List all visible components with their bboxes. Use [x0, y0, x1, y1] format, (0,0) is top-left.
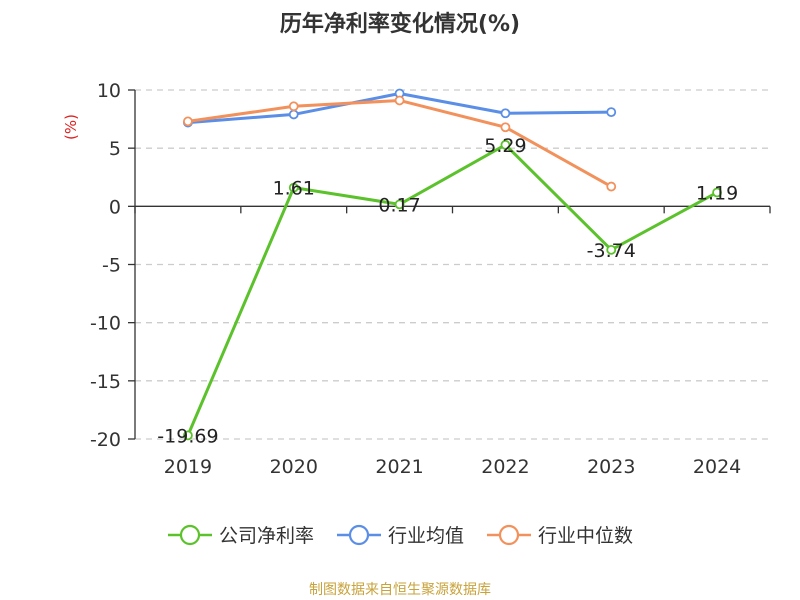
- x-tick-label: 2023: [587, 456, 635, 478]
- legend-marker-icon: [487, 524, 531, 545]
- chart-title: 历年净利率变化情况(%): [279, 12, 521, 37]
- x-tick-label: 2022: [481, 456, 529, 478]
- y-tick-label: -10: [90, 313, 121, 335]
- data-labels: -19.69 1.61 0.17 5.29 -3.74 1.19: [157, 135, 738, 448]
- data-label: 1.61: [273, 178, 315, 200]
- series-lines: [183, 88, 722, 441]
- y-tick-label: 10: [97, 80, 121, 102]
- data-point: [394, 95, 405, 106]
- x-tick-label: 2021: [375, 456, 423, 478]
- data-label: -19.69: [157, 425, 218, 447]
- x-tick-label: 2019: [164, 456, 212, 478]
- data-point: [500, 139, 511, 150]
- source-note: 制图数据来自恒生聚源数据库: [309, 582, 491, 598]
- data-point: [500, 122, 511, 133]
- data-point: [394, 199, 405, 210]
- legend-label: 公司净利率: [218, 525, 314, 547]
- data-point: [288, 109, 299, 120]
- y-axis-label: (%): [62, 114, 80, 140]
- data-label: 1.19: [696, 182, 738, 204]
- data-point: [500, 108, 511, 119]
- y-tick-label: -15: [90, 371, 121, 393]
- x-tick-label: 2024: [693, 456, 741, 478]
- legend-marker-icon: [167, 524, 212, 545]
- data-point: [288, 101, 299, 112]
- data-label: -3.74: [587, 240, 636, 262]
- legend-item[interactable]: 行业均值: [336, 521, 464, 548]
- data-point: [606, 244, 617, 255]
- data-point: [288, 182, 299, 193]
- legend-item[interactable]: 公司净利率: [167, 521, 314, 548]
- y-tick-label: 0: [109, 196, 121, 218]
- data-point: [606, 181, 617, 192]
- data-point: [606, 107, 617, 118]
- series-line: [186, 143, 718, 436]
- data-label: 5.29: [484, 135, 526, 157]
- x-tick-label: 2020: [270, 456, 318, 478]
- legend-marker-icon: [336, 524, 381, 545]
- data-label: 0.17: [378, 194, 420, 216]
- axes: 10 5 0 -5 -10 -15 -20 2019 2020 2021 2022 2023 2024: [90, 80, 771, 478]
- legend-item[interactable]: 行业中位数: [486, 521, 633, 548]
- legend: 公司净利率 行业均值 行业中位数: [0, 521, 800, 548]
- gridlines: [135, 89, 770, 440]
- y-tick-label: 5: [109, 138, 121, 160]
- y-tick-label: -5: [102, 255, 121, 277]
- data-point: [183, 430, 193, 441]
- data-point: [712, 187, 722, 198]
- data-point: [183, 116, 193, 127]
- legend-label: 行业中位数: [538, 525, 634, 547]
- legend-label: 行业均值: [387, 525, 464, 547]
- y-tick-label: -20: [90, 429, 121, 451]
